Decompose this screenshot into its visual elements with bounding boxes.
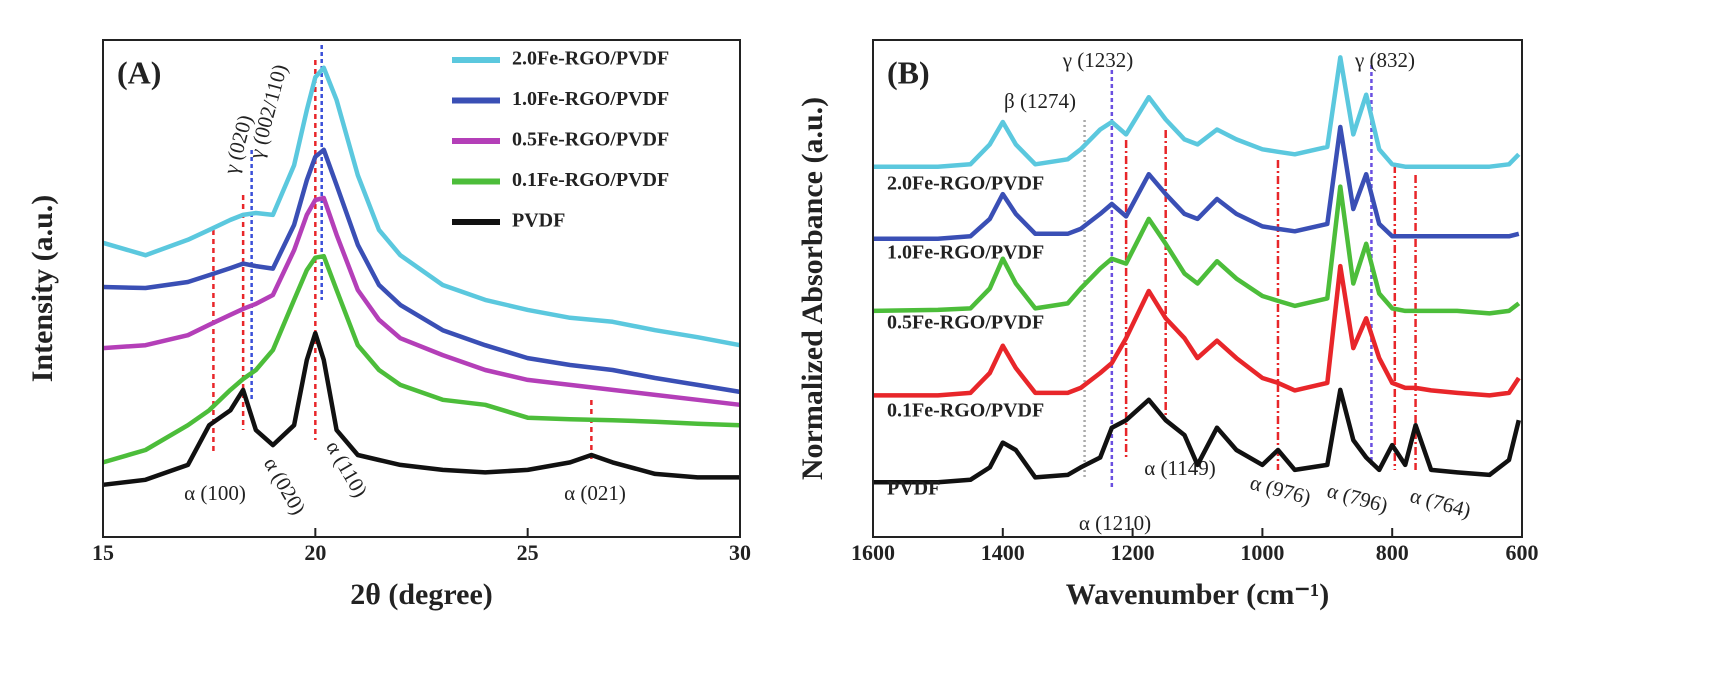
panel-label: (A) xyxy=(117,54,161,90)
series-line xyxy=(873,124,1520,242)
y-axis-label: Normalized Absorbance (a.u.) xyxy=(796,97,829,480)
annotation: α (1210) xyxy=(1079,511,1151,535)
x-tick-label: 1000 xyxy=(1240,540,1284,565)
legend-label: 2.0Fe-RGO/PVDF xyxy=(512,48,669,70)
plot-frame xyxy=(872,39,1523,538)
x-tick-label: 25 xyxy=(517,540,539,565)
x-tick-label: 1600 xyxy=(851,540,895,565)
annotation: α (110) xyxy=(321,437,372,502)
series-line xyxy=(872,184,1521,316)
annotation: α (796) xyxy=(1325,478,1391,517)
x-tick-label: 30 xyxy=(729,540,751,565)
x-tick-label: 15 xyxy=(92,540,114,565)
plot-frame xyxy=(102,39,741,538)
series-line xyxy=(102,65,741,348)
series-line xyxy=(873,263,1521,398)
x-tick-label: 1400 xyxy=(981,540,1025,565)
series-line xyxy=(102,147,741,395)
annotation: α (100) xyxy=(184,481,246,505)
annotation: α (020) xyxy=(259,453,311,518)
x-tick-label: 20 xyxy=(304,540,326,565)
legend-label: 0.5Fe-RGO/PVDF xyxy=(512,129,669,151)
series-line xyxy=(873,55,1521,169)
annotation: α (021) xyxy=(564,481,626,505)
y-axis-label: Intensity (a.u.) xyxy=(26,195,59,383)
series-label: 2.0Fe-RGO/PVDF xyxy=(887,173,1044,195)
x-tick-label: 800 xyxy=(1376,540,1409,565)
panel-label: (B) xyxy=(887,54,930,90)
series-line xyxy=(873,387,1521,485)
x-axis-label: 2θ (degree) xyxy=(350,578,493,611)
x-tick-label: 1200 xyxy=(1111,540,1155,565)
series-line xyxy=(102,195,741,408)
series-label: 0.5Fe-RGO/PVDF xyxy=(887,312,1044,334)
legend-label: 0.1Fe-RGO/PVDF xyxy=(512,169,669,191)
annotation: α (764) xyxy=(1408,483,1474,522)
series-label: PVDF xyxy=(887,478,940,500)
annotation: γ (1232) xyxy=(1062,48,1134,72)
legend-label: PVDF xyxy=(512,210,565,232)
x-tick-label: 600 xyxy=(1506,540,1539,565)
annotation: α (976) xyxy=(1248,470,1314,509)
legend-label: 1.0Fe-RGO/PVDF xyxy=(512,88,669,110)
annotation: β (1274) xyxy=(1004,89,1076,113)
annotation: γ (832) xyxy=(1354,48,1415,72)
series-label: 1.0Fe-RGO/PVDF xyxy=(887,242,1044,264)
series-line xyxy=(102,253,741,465)
x-axis-label: Wavenumber (cm⁻¹) xyxy=(1066,578,1329,611)
annotation: α (1149) xyxy=(1144,456,1215,480)
annotation: γ (002/110) xyxy=(244,62,292,162)
series-label: 0.1Fe-RGO/PVDF xyxy=(887,400,1044,422)
series-line xyxy=(102,330,740,488)
